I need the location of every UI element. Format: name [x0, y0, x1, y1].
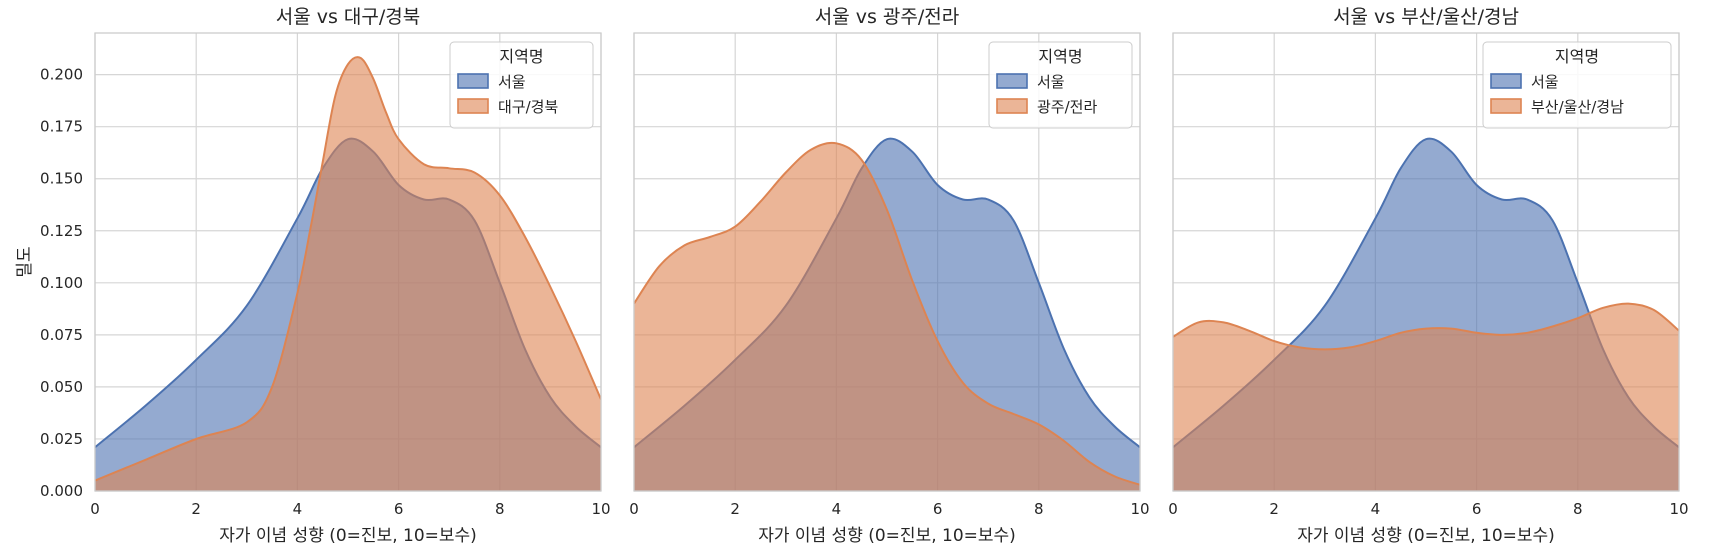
y-tick-label: 0.000: [40, 482, 83, 500]
y-tick-label: 0.125: [40, 222, 83, 240]
legend-label-2: 부산/울산/경남: [1531, 98, 1624, 116]
x-tick-label: 0: [1168, 500, 1178, 518]
axes-frame: [633, 32, 1141, 492]
x-tick-label: 4: [293, 500, 303, 518]
x-tick-label: 2: [191, 500, 201, 518]
x-tick-label: 0: [629, 500, 639, 518]
series-area-2: [634, 142, 1140, 491]
y-tick-label: 0.150: [40, 170, 83, 188]
legend-label-2: 대구/경북: [498, 98, 558, 116]
y-tick-label: 0.050: [40, 378, 83, 396]
legend-label-2: 광주/전라: [1037, 98, 1097, 116]
x-tick-label: 4: [832, 500, 842, 518]
legend-swatch-1: [1490, 73, 1522, 89]
x-tick-label: 8: [1573, 500, 1583, 518]
legend-title: 지역명: [499, 47, 543, 66]
x-tick-label: 10: [591, 500, 610, 518]
chart-panel-1: 0 2 4 6 8 10 0.000 0.025 0.050 0.075 0.100 0.125 0.1…: [15, 6, 611, 546]
chart-title: 서울 vs 대구/경북: [276, 6, 421, 28]
legend-label-1: 서울: [498, 73, 526, 91]
x-tick-label: 0: [90, 500, 100, 518]
x-tick-label: 4: [1371, 500, 1381, 518]
axes-frame: [94, 32, 602, 492]
legend-swatch-2: [996, 98, 1028, 114]
chart-title: 서울 vs 부산/울산/경남: [1333, 6, 1519, 28]
y-tick-label: 0.200: [40, 66, 83, 84]
legend-title: 지역명: [1038, 47, 1082, 66]
y-tick-label: 0.175: [40, 118, 83, 136]
legend-swatch-2: [457, 98, 489, 114]
x-tick-label: 10: [1669, 500, 1688, 518]
x-tick-label: 8: [1034, 500, 1044, 518]
legend-title: 지역명: [1555, 47, 1599, 66]
y-tick-label: 0.075: [40, 326, 83, 344]
series-line-2: [1173, 302, 1679, 351]
x-axis-label: 자가 이념 성향 (0=진보, 10=보수): [219, 526, 477, 546]
x-axis-label: 자가 이념 성향 (0=진보, 10=보수): [1297, 526, 1555, 546]
y-tick-label: 0.100: [40, 274, 83, 292]
x-tick-label: 6: [933, 500, 943, 518]
chart-title: 서울 vs 광주/전라: [815, 6, 960, 28]
series-line-2: [634, 141, 1140, 486]
x-tick-label: 8: [495, 500, 505, 518]
legend-box: [1482, 41, 1672, 129]
y-axis-label: 밀도: [15, 246, 35, 277]
legend-label-1: 서울: [1037, 73, 1065, 91]
x-tick-label: 6: [394, 500, 404, 518]
x-axis-label: 자가 이념 성향 (0=진보, 10=보수): [758, 526, 1016, 546]
x-tick-label: 2: [1269, 500, 1279, 518]
x-tick-label: 10: [1130, 500, 1149, 518]
x-tick-label: 6: [1472, 500, 1482, 518]
legend-swatch-1: [457, 73, 489, 89]
axes-frame: [1172, 32, 1680, 492]
legend-swatch-1: [996, 73, 1028, 89]
y-tick-label: 0.025: [40, 430, 83, 448]
series-area-2: [1173, 303, 1679, 491]
x-tick-label: 2: [730, 500, 740, 518]
series-line-2: [95, 56, 601, 482]
legend-label-1: 서울: [1531, 73, 1559, 91]
series-area-2: [95, 57, 601, 491]
legend-swatch-2: [1490, 98, 1522, 114]
